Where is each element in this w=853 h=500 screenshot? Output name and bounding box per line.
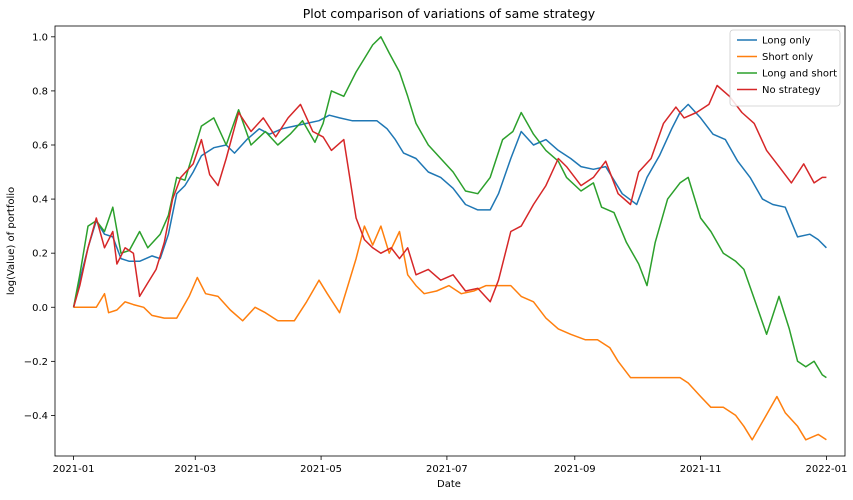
y-tick-label: 0.6 [32, 140, 48, 151]
y-tick-label: −0.4 [24, 411, 48, 422]
x-tick-label: 2021-05 [300, 464, 342, 475]
legend-label: Long only [762, 36, 811, 47]
x-tick-label: 2022-01 [806, 464, 848, 475]
y-tick-label: 0.8 [32, 86, 48, 97]
x-tick-label: 2021-07 [426, 464, 468, 475]
series-line-2 [72, 36, 827, 379]
plot-frame [54, 25, 846, 457]
legend-label: No strategy [762, 85, 821, 96]
y-tick-label: 0.0 [32, 303, 48, 314]
x-axis-label: Date [437, 479, 461, 490]
chart-title: Plot comparison of variations of same st… [303, 6, 596, 21]
x-tick-label: 2021-03 [174, 464, 216, 475]
x-tick-label: 2021-11 [680, 464, 722, 475]
legend-box [729, 29, 841, 107]
series-line-3 [72, 84, 827, 308]
y-tick-label: −0.2 [24, 357, 48, 368]
x-tick-label: 2021-09 [554, 464, 596, 475]
y-tick-label: 0.4 [32, 195, 48, 206]
y-tick-label: 0.2 [32, 249, 48, 260]
axes-layer: 2021-01 2021-03 2021-05 2021-07 2021-09 2021-… [24, 25, 848, 475]
y-axis-label: log(Value) of portfolio [6, 187, 17, 295]
x-tick-label: 2021-01 [53, 464, 95, 475]
legend-label: Long and short [762, 69, 837, 80]
legend: Long only Short only Long and short No stra… [729, 29, 841, 107]
y-tick-label: 1.0 [32, 32, 48, 43]
series-layer [72, 36, 827, 441]
legend-label: Short only [762, 52, 813, 63]
series-line-0 [72, 103, 827, 308]
series-line-1 [73, 225, 827, 441]
